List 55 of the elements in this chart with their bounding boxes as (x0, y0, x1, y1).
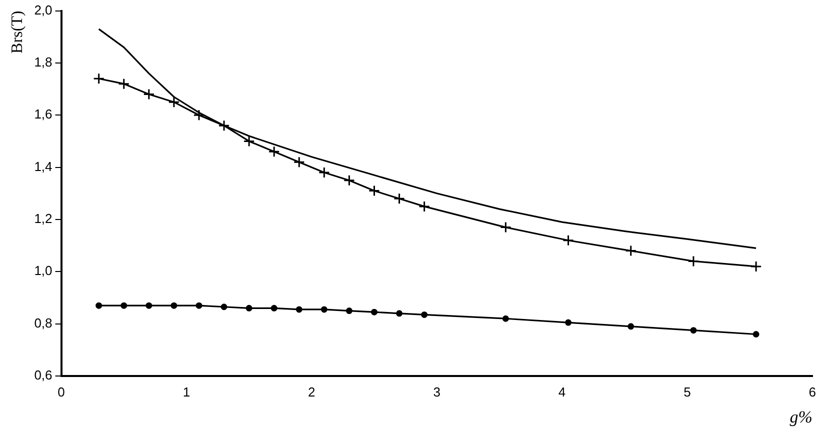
x-tick-label: 6 (808, 384, 816, 400)
point (318, 166, 330, 178)
point (220, 304, 228, 310)
point (690, 327, 697, 334)
point (562, 234, 574, 246)
point (118, 78, 130, 90)
y-tick-label: 1,0 (34, 263, 52, 278)
point (218, 120, 230, 132)
point (418, 200, 430, 212)
point (293, 156, 305, 168)
point (750, 260, 762, 272)
y-tick-label: 1,6 (34, 106, 52, 122)
point (270, 304, 278, 312)
point (625, 245, 637, 257)
point (143, 88, 155, 100)
y-tick-label: 1,2 (34, 211, 52, 226)
point (96, 302, 102, 309)
y-tick-label: 0,8 (34, 315, 52, 330)
x-tick-label: 5 (684, 384, 691, 400)
point (93, 72, 105, 84)
x-tick-label: 4 (558, 384, 566, 400)
point (752, 331, 760, 338)
point (396, 310, 403, 317)
x-tick-label: 3 (433, 384, 440, 400)
x-tick-label: 2 (308, 384, 316, 400)
point (120, 302, 128, 309)
y-tick-label: 2,0 (34, 2, 52, 18)
point (688, 255, 700, 267)
y-axis-title: Brs(T) (8, 10, 26, 54)
point (146, 302, 152, 309)
x-tick-label: 1 (182, 384, 190, 400)
point (246, 304, 252, 312)
y-tick-label: 1,4 (34, 158, 52, 174)
point (370, 308, 378, 316)
point (502, 315, 509, 322)
x-axis-title: g% (790, 407, 812, 426)
point (170, 302, 178, 309)
point (500, 222, 512, 234)
point (394, 192, 406, 204)
x-tick-label: 0 (58, 384, 65, 400)
point (628, 323, 634, 330)
point (243, 135, 255, 147)
point (368, 185, 380, 197)
point (346, 308, 352, 314)
y-tick-label: 0,6 (34, 368, 52, 383)
point (296, 306, 302, 313)
point (168, 96, 180, 108)
y-tick-label: 1,8 (34, 54, 52, 70)
point (421, 311, 428, 318)
point (268, 146, 280, 158)
point (196, 302, 202, 309)
point (193, 109, 205, 121)
point (565, 319, 572, 326)
point (320, 306, 328, 313)
point (343, 174, 355, 186)
